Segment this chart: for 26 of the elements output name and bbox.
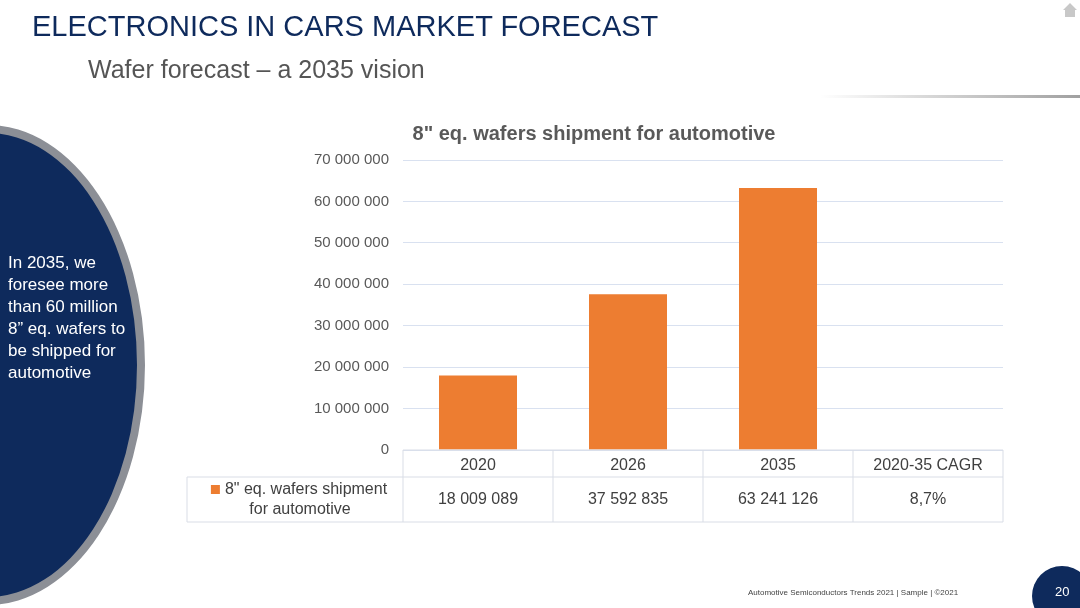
text: In 2035, we foresee more than 60 million 8” eq. wafers to be shipped for automotive xyxy=(8,252,127,384)
y-tick-label: 60 000 000 xyxy=(313,191,389,209)
y-tick-label: 30 000 000 xyxy=(313,315,389,333)
y-tick-label: 10 000 000 xyxy=(313,398,389,416)
bar xyxy=(439,375,517,450)
bar xyxy=(739,188,817,450)
text: ELECTRONICS IN CARS MARKET FORECAST xyxy=(32,10,659,43)
text: Automotive Semiconductors Trends 2021 | Sample | ©2021 xyxy=(748,588,959,597)
data-label: 37 592 835 xyxy=(587,489,669,507)
chart-title: 8" eq. wafers shipment for automotive xyxy=(412,121,776,144)
legend-label: 8" eq. wafers shipment for automotive xyxy=(224,480,388,518)
y-tick-label: 20 000 000 xyxy=(313,357,389,375)
x-tick-label: 2020-35 CAGR xyxy=(873,456,983,474)
text: 20 xyxy=(1055,584,1070,599)
text: 8,7% xyxy=(909,489,947,507)
x-tick-label: 2035 xyxy=(760,456,796,474)
y-tick-label: 70 000 000 xyxy=(313,150,389,168)
text: Wafer forecast – a 2035 vision xyxy=(88,55,425,84)
bar xyxy=(589,294,667,450)
data-label: 63 241 126 xyxy=(737,489,819,507)
y-tick-label: 0 xyxy=(380,440,389,458)
x-tick-label: 2020 xyxy=(460,456,496,474)
y-tick-label: 50 000 000 xyxy=(313,233,389,250)
data-label: 18 009 089 xyxy=(437,489,519,507)
y-tick-label: 40 000 000 xyxy=(313,274,389,292)
x-tick-label: 2026 xyxy=(610,456,646,474)
